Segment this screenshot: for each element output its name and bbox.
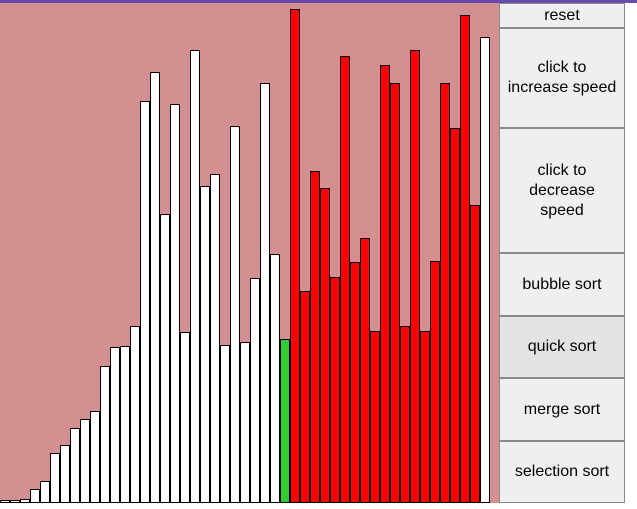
bar-22 [220,345,230,503]
bar-24 [240,342,250,503]
bar-2 [20,499,30,503]
bar-19 [190,50,200,503]
bar-7 [70,428,80,503]
bar-33 [330,277,340,503]
bar-8 [80,419,90,503]
selection-sort-button[interactable]: selection sort [499,441,625,503]
bar-21 [210,174,220,503]
bar-31 [310,171,320,503]
bar-25 [250,278,260,503]
control-panel: reset click to increase speed click to d… [499,3,625,503]
bar-41 [410,50,420,503]
bar-16 [160,214,170,503]
bar-36 [360,238,370,503]
bar-27 [270,254,280,503]
bar-28 [280,339,290,503]
bar-15 [150,72,160,503]
bar-4 [40,481,50,503]
bar-37 [370,331,380,503]
bar-42 [420,331,430,503]
bar-20 [200,186,210,503]
bar-10 [100,366,110,503]
bar-0 [0,500,10,503]
bar-29 [290,9,300,503]
bar-18 [180,332,190,503]
bar-canvas [0,3,500,503]
increase-speed-button[interactable]: click to increase speed [499,28,625,128]
decrease-speed-button[interactable]: click to decrease speed [499,128,625,253]
bar-6 [60,445,70,503]
bar-12 [120,346,130,503]
bar-11 [110,347,120,503]
bar-48 [480,37,490,503]
reset-button[interactable]: reset [499,3,625,28]
bar-3 [30,489,40,503]
bar-30 [300,291,310,503]
bar-26 [260,83,270,503]
top-accent-bar [0,0,637,3]
merge-sort-button[interactable]: merge sort [499,378,625,441]
bar-39 [390,83,400,503]
bar-5 [50,453,60,503]
bar-45 [450,128,460,503]
bubble-sort-button[interactable]: bubble sort [499,253,625,316]
bar-23 [230,126,240,503]
bar-14 [140,101,150,503]
bar-32 [320,188,330,503]
bar-9 [90,411,100,503]
bar-35 [350,262,360,503]
quick-sort-button[interactable]: quick sort [499,316,625,378]
bar-38 [380,65,390,503]
bar-34 [340,56,350,503]
bar-47 [470,205,480,503]
bar-40 [400,326,410,503]
bar-46 [460,15,470,503]
bar-43 [430,261,440,503]
bar-17 [170,104,180,503]
bar-13 [130,326,140,503]
bar-1 [10,500,20,503]
bar-44 [440,83,450,503]
